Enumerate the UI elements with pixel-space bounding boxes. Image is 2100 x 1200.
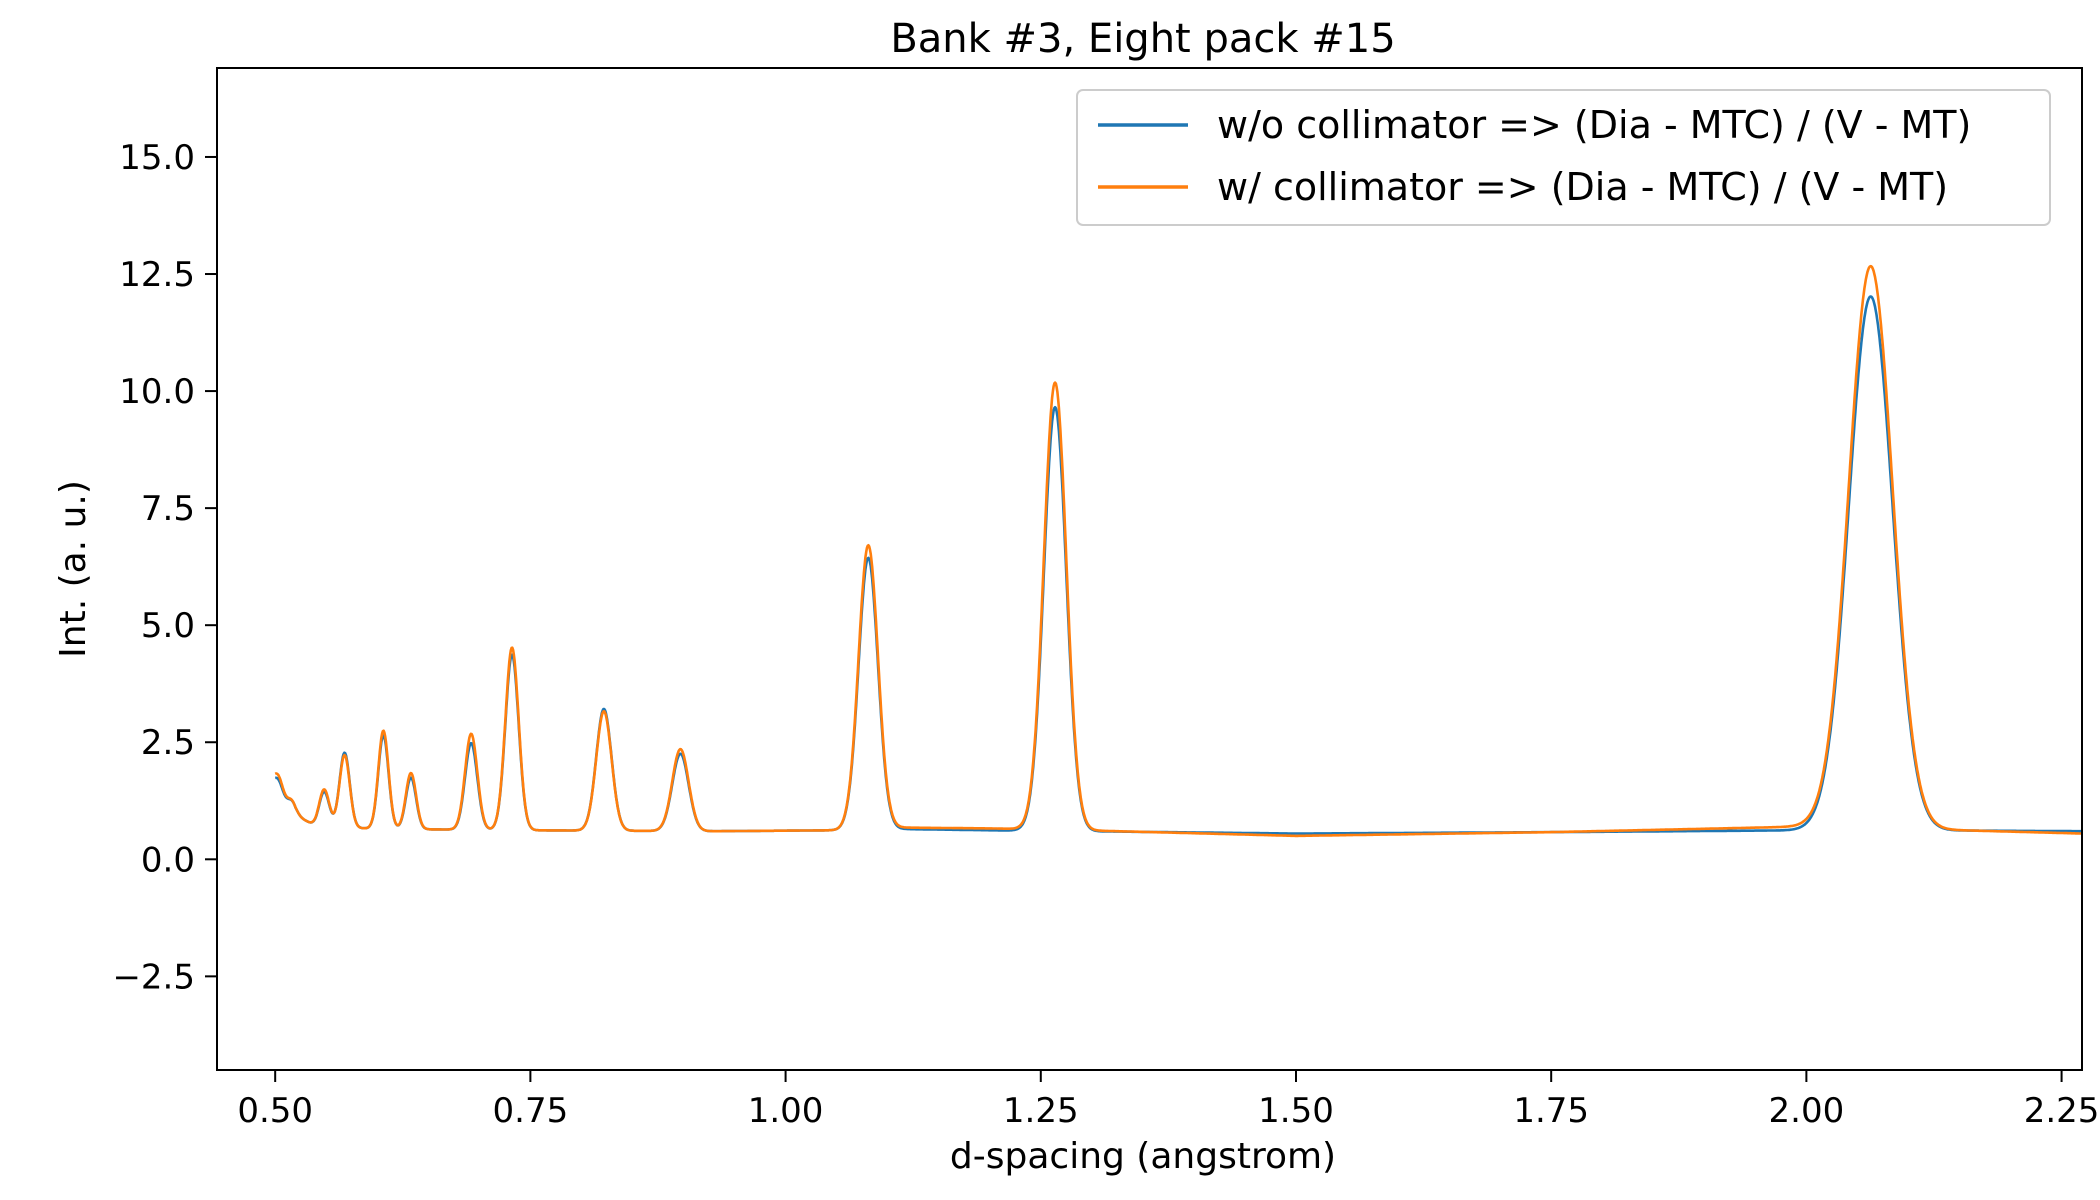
x-axis: 0.50 0.75 1.00 1.25 1.50 1.75 2.00 2.25 xyxy=(237,1070,2099,1131)
x-tick-label: 1.75 xyxy=(1513,1091,1589,1131)
y-axis-label: Int. (a. u.) xyxy=(53,480,94,658)
x-tick-label: 1.25 xyxy=(1003,1091,1079,1131)
x-tick-label: 1.50 xyxy=(1258,1091,1334,1131)
plot-area xyxy=(216,67,2083,1071)
x-tick-label: 2.25 xyxy=(2024,1091,2100,1131)
y-tick-label: 7.5 xyxy=(141,489,195,529)
legend-label-2: w/ collimator => (Dia - MTC) / (V - MT) xyxy=(1217,165,1948,209)
series-line-2 xyxy=(274,264,2082,838)
y-tick-label: −2.5 xyxy=(112,957,195,997)
x-tick-label: 1.00 xyxy=(748,1091,824,1131)
x-tick-label: 0.50 xyxy=(237,1091,313,1131)
y-tick-label: 15.0 xyxy=(119,138,195,178)
y-tick-label: 10.0 xyxy=(119,372,195,412)
x-tick-label: 2.00 xyxy=(1769,1091,1845,1131)
y-tick-label: 5.0 xyxy=(141,606,195,646)
y-tick-label: 2.5 xyxy=(141,723,195,763)
y-tick-label: 0.0 xyxy=(141,840,195,880)
x-tick-label: 0.75 xyxy=(493,1091,569,1131)
x-axis-label: d-spacing (angstrom) xyxy=(950,1136,1336,1177)
chart-title: Bank #3, Eight pack #15 xyxy=(890,16,1395,62)
legend-label-1: w/o collimator => (Dia - MTC) / (V - MT) xyxy=(1217,103,1971,147)
legend: w/o collimator => (Dia - MTC) / (V - MT)… xyxy=(1076,89,2051,226)
y-tick-label: 12.5 xyxy=(119,255,195,295)
legend-box xyxy=(1076,89,2051,226)
y-axis: −2.5 0.0 2.5 5.0 7.5 10.0 12.5 15.0 xyxy=(112,138,217,997)
series-lines xyxy=(274,264,2082,838)
